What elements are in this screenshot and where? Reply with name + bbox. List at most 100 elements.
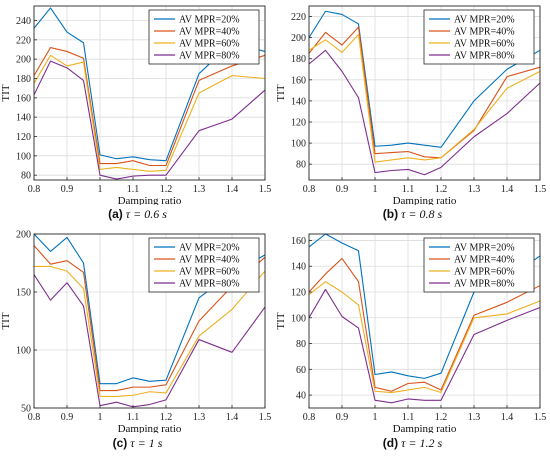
caption-a: (a) τ = 0.6 s: [0, 207, 275, 222]
chart-a-xtick-label-4: 1.2: [160, 184, 173, 195]
chart-b-ytick-label-2: 120: [291, 118, 306, 129]
chart-c-xtick-label-2: 1: [98, 412, 103, 423]
chart-d-ylabel: TIT: [275, 312, 287, 329]
chart-d-ytick-label-0: 40: [296, 391, 306, 402]
chart-d-series-line-2: [308, 257, 541, 392]
chart-a-xtick-label-1: 0.9: [61, 184, 74, 195]
chart-a-legend-label-3: AV MPR=60%: [179, 39, 240, 50]
chart-a-xlabel: Damping ratio: [118, 195, 182, 205]
chart-b-xtick-label-4: 1.2: [435, 184, 448, 195]
chart-b-ytick-label-1: 100: [291, 139, 306, 150]
chart-b-legend-label-3: AV MPR=60%: [454, 39, 515, 50]
chart-c-legend-label-1: AV MPR=20%: [179, 243, 240, 254]
chart-c-series-line-1: [33, 233, 266, 385]
caption-d-letter: (d): [382, 436, 399, 450]
panel-d: 0.8 0.9 1 1.1 1.2 1.3 1.4 1.5 40 60 80 100 120 140 160…: [275, 228, 550, 433]
chart-b-ytick-label-0: 80: [296, 160, 306, 171]
chart-a-xtick-label-2: 1: [98, 184, 103, 195]
chart-b-legend-label-1: AV MPR=20%: [454, 15, 515, 26]
chart-c-ytick-label-2: 150: [16, 288, 31, 299]
chart-d-ytick-label-4: 120: [291, 288, 306, 299]
chart-b-ytick-label-4: 160: [291, 75, 306, 86]
panel-b: 0.8 0.9 1 1.1 1.2 1.3 1.4 1.5 80 100 120 140 160 180 2…: [275, 0, 550, 205]
chart-d-xtick-label-1: 0.9: [336, 412, 349, 423]
chart-c-ytick-label-0: 50: [21, 404, 31, 415]
chart-a-series-line-2: [33, 47, 266, 167]
chart-b: 0.8 0.9 1 1.1 1.2 1.3 1.4 1.5 80 100 120 140 160 180 2…: [275, 5, 547, 205]
chart-b-xtick-label-5: 1.3: [468, 184, 481, 195]
chart-d-series-line-4: [308, 288, 541, 404]
chart-a: 0.8 0.9 1 1.1 1.2 1.3 1.4 1.5 80 100 120 140 160 180 2…: [0, 5, 272, 205]
chart-d-legend-label-3: AV MPR=60%: [454, 267, 515, 278]
chart-c-xtick-label-1: 0.9: [61, 412, 74, 423]
chart-b-series-line-4: [308, 49, 541, 176]
chart-d-series-line-3: [308, 281, 541, 394]
caption-c: (c) τ = 1 s: [0, 436, 275, 451]
chart-d-legend-label-2: AV MPR=40%: [454, 255, 515, 266]
chart-c-legend-label-3: AV MPR=60%: [179, 267, 240, 278]
chart-a-series-line-4: [33, 60, 266, 180]
caption-b: (b) τ = 0.8 s: [275, 207, 550, 222]
panel-a: 0.8 0.9 1 1.1 1.2 1.3 1.4 1.5 80 100 120 140 160 180 2…: [0, 0, 275, 205]
caption-d: (d) τ = 1.2 s: [275, 436, 550, 451]
chart-d-xtick-label-4: 1.2: [435, 412, 448, 423]
chart-d-xtick-label-6: 1.4: [501, 412, 514, 423]
chart-c: 0.8 0.9 1 1.1 1.2 1.3 1.4 1.5 50 100 150 200 Damping…: [0, 230, 271, 434]
chart-d-xtick-label-2: 1: [373, 412, 378, 423]
chart-a-ytick-label-2: 120: [16, 132, 31, 143]
chart-a-xtick-label-5: 1.3: [193, 184, 206, 195]
chart-a-ylabel: TIT: [0, 84, 12, 101]
chart-d-ytick-label-3: 100: [291, 313, 306, 324]
chart-b-axes-box: [308, 5, 541, 181]
chart-a-xtick-label-7: 1.5: [259, 184, 272, 195]
chart-b-ylabel: TIT: [275, 84, 287, 101]
chart-b-ytick-label-7: 220: [291, 12, 306, 23]
chart-c-xtick-label-5: 1.3: [193, 412, 206, 423]
chart-d-xlabel: Damping ratio: [393, 423, 457, 433]
chart-a-ytick-label-4: 160: [16, 93, 31, 104]
chart-c-xlabel: Damping ratio: [118, 423, 182, 433]
chart-d-axes-box: [308, 233, 541, 409]
chart-c-xtick-label-6: 1.4: [226, 412, 239, 423]
caption-a-letter: (a): [108, 207, 123, 221]
chart-b-xtick-label-0: 0.8: [303, 184, 316, 195]
chart-a-ytick-label-5: 180: [16, 74, 31, 85]
chart-c-ylabel: TIT: [0, 312, 12, 329]
chart-a-axes-box: [33, 5, 266, 181]
chart-b-series-line-1: [308, 10, 541, 148]
chart-d-legend-label-4: AV MPR=80%: [454, 279, 515, 290]
chart-d-legend-label-1: AV MPR=20%: [454, 243, 515, 254]
chart-a-ytick-label-3: 140: [16, 113, 31, 124]
chart-b-xtick-label-3: 1.1: [402, 184, 415, 195]
chart-a-xtick-label-6: 1.4: [226, 184, 239, 195]
caption-c-letter: (c): [112, 436, 128, 450]
chart-a-ytick-label-1: 100: [16, 151, 31, 162]
chart-b-xtick-label-7: 1.5: [534, 184, 547, 195]
chart-d: 0.8 0.9 1 1.1 1.2 1.3 1.4 1.5 40 60 80 100 120 140 160…: [275, 233, 547, 433]
chart-c-legend-label-2: AV MPR=40%: [179, 255, 240, 266]
chart-d-ytick-label-5: 140: [291, 262, 306, 273]
chart-a-ytick-label-8: 240: [16, 16, 31, 27]
chart-c-xtick-label-4: 1.2: [160, 412, 173, 423]
chart-a-xtick-label-0: 0.8: [28, 184, 41, 195]
chart-c-series-line-3: [34, 265, 266, 397]
chart-a-series-line-1: [33, 7, 266, 162]
caption-b-tau: τ = 0.8 s: [401, 207, 443, 221]
chart-d-xtick-label-5: 1.3: [468, 412, 481, 423]
chart-c-xtick-label-3: 1.1: [127, 412, 140, 423]
chart-a-xtick-label-3: 1.1: [127, 184, 140, 195]
chart-b-xlabel: Damping ratio: [393, 195, 457, 205]
caption-c-tau: τ = 1 s: [130, 436, 163, 450]
caption-b-letter: (b): [382, 207, 399, 221]
chart-d-xtick-label-7: 1.5: [534, 412, 547, 423]
chart-c-axes-box: [33, 233, 266, 409]
chart-b-xtick-label-1: 0.9: [336, 184, 349, 195]
chart-a-ytick-label-0: 80: [21, 171, 31, 182]
chart-c-legend-label-4: AV MPR=80%: [179, 279, 240, 290]
chart-d-ytick-label-6: 160: [291, 236, 306, 247]
panel-c: 0.8 0.9 1 1.1 1.2 1.3 1.4 1.5 50 100 150 200 Damping…: [0, 228, 275, 434]
chart-b-series-line-3: [308, 33, 541, 163]
chart-a-ytick-label-6: 200: [16, 55, 31, 66]
chart-b-legend-label-2: AV MPR=40%: [454, 27, 515, 38]
caption-a-tau: τ = 0.6 s: [125, 207, 167, 221]
